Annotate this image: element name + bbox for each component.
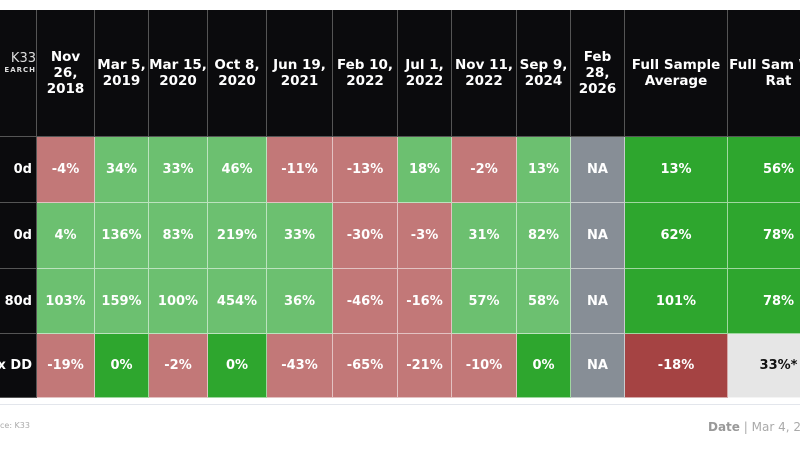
table-cell: -18% (625, 334, 728, 398)
table-cell: 57% (452, 269, 517, 334)
column-header: Sep 9, 2024 (517, 10, 571, 137)
logo-text: K33 (10, 51, 36, 66)
table-cell: NA (571, 269, 625, 334)
column-header: Feb 10, 2022 (333, 10, 398, 137)
table-cell: -11% (267, 137, 333, 203)
table-cell: 101% (625, 269, 728, 334)
table-cell: -43% (267, 334, 333, 398)
row-label: 0d (0, 203, 37, 269)
table-cell: -3% (398, 203, 452, 269)
table-cell: NA (571, 203, 625, 269)
table-cell: 103% (37, 269, 95, 334)
table-cell: 33%* (728, 334, 800, 398)
row-label: 0d (0, 137, 37, 203)
table-cell: 0% (95, 334, 149, 398)
header-corner (0, 10, 37, 137)
column-header: Nov 26, 2018 (37, 10, 95, 137)
table-cell: 18% (398, 137, 452, 203)
column-header: Oct 8, 2020 (208, 10, 267, 137)
table-cell: 4% (37, 203, 95, 269)
table-cell: -2% (452, 137, 517, 203)
logo-subtext: EARCH (4, 66, 36, 74)
table-cell: -13% (333, 137, 398, 203)
source-note: ce: K33 (0, 421, 30, 430)
table-cell: 34% (95, 137, 149, 203)
column-header: Mar 5, 2019 (95, 10, 149, 137)
date-label: Date (708, 420, 740, 434)
table-cell: -4% (37, 137, 95, 203)
table-cell: -19% (37, 334, 95, 398)
column-header: Feb 28, 2026 (571, 10, 625, 137)
table-cell: NA (571, 137, 625, 203)
table-cell: 62% (625, 203, 728, 269)
footer-divider (0, 404, 800, 405)
table-cell: 56% (728, 137, 800, 203)
table-cell: 454% (208, 269, 267, 334)
table-cell: 159% (95, 269, 149, 334)
table-cell: -65% (333, 334, 398, 398)
table-cell: NA (571, 334, 625, 398)
date-note: Date | Mar 4, 20 (708, 420, 800, 434)
table-cell: -10% (452, 334, 517, 398)
table-cell: 136% (95, 203, 149, 269)
table-cell: 82% (517, 203, 571, 269)
k33-research-logo: K33 EARCH (0, 51, 36, 74)
row-label: 80d (0, 269, 37, 334)
column-header: Jun 19, 2021 (267, 10, 333, 137)
column-header: Mar 15, 2020 (149, 10, 208, 137)
table-cell: 58% (517, 269, 571, 334)
table-cell: -16% (398, 269, 452, 334)
table-cell: 33% (149, 137, 208, 203)
table-cell: -2% (149, 334, 208, 398)
table-cell: 36% (267, 269, 333, 334)
table-cell: 0% (517, 334, 571, 398)
column-header: Full Sam Win Rat (728, 10, 800, 137)
table-cell: 219% (208, 203, 267, 269)
row-label: x DD (0, 334, 37, 398)
table-cell: 31% (452, 203, 517, 269)
table-cell: -46% (333, 269, 398, 334)
column-header: Jul 1, 2022 (398, 10, 452, 137)
date-value: | Mar 4, 20 (743, 420, 800, 434)
table-cell: 13% (517, 137, 571, 203)
table-cell: 83% (149, 203, 208, 269)
column-header: Nov 11, 2022 (452, 10, 517, 137)
table-cell: 33% (267, 203, 333, 269)
table-cell: -30% (333, 203, 398, 269)
table-cell: 78% (728, 269, 800, 334)
table-cell: 13% (625, 137, 728, 203)
column-header: Full Sample Average (625, 10, 728, 137)
table-cell: 100% (149, 269, 208, 334)
table-cell: 46% (208, 137, 267, 203)
table-cell: 0% (208, 334, 267, 398)
table-cell: -21% (398, 334, 452, 398)
table-cell: 78% (728, 203, 800, 269)
